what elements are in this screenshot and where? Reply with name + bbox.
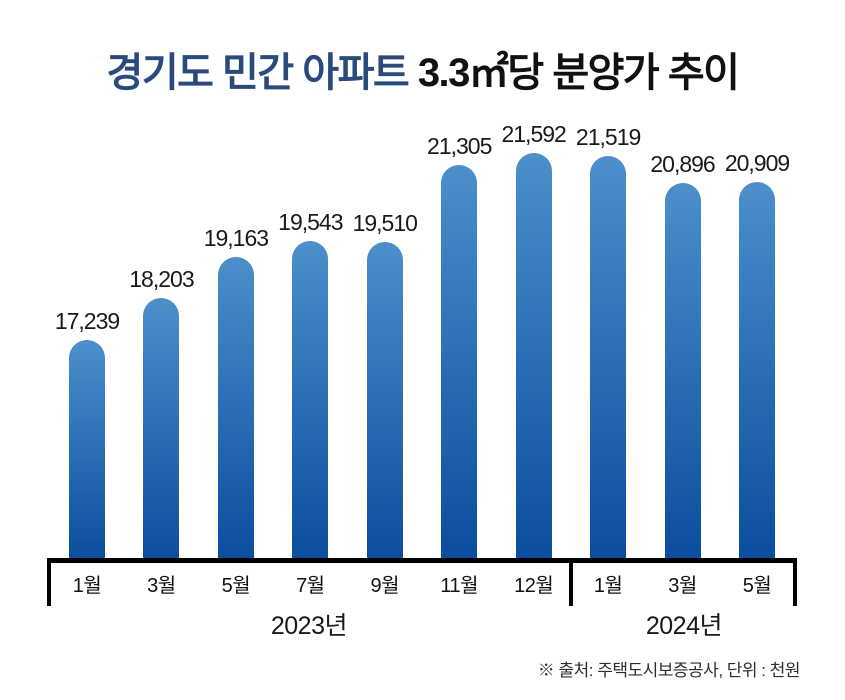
bar [69, 339, 105, 563]
month-tick-label: 5월 [742, 575, 772, 597]
x-axis-line [47, 558, 797, 563]
bar [590, 155, 627, 563]
bar-value-label: 21,305 [427, 133, 492, 160]
month-tick-label: 7월 [296, 575, 325, 597]
bar [292, 240, 329, 563]
axis-right-cap [793, 558, 797, 606]
bar [143, 298, 180, 563]
bar-value-label: 19,163 [203, 225, 269, 252]
bar [366, 242, 403, 563]
bar [217, 257, 254, 563]
source-note: ※ 출처: 주택도시보증공사, 단위 : 천원 [537, 661, 801, 680]
month-tick-label: 9월 [370, 575, 400, 597]
bar [515, 152, 552, 563]
bar-value-label: 19,510 [352, 210, 418, 237]
chart-title-rest: 3.3㎡당 분양가 추이 [417, 51, 740, 95]
bar [739, 182, 775, 563]
month-tick-label: 3월 [668, 575, 697, 597]
month-tick-label: 11월 [440, 575, 479, 597]
chart-title-highlight: 경기도 민간 아파트 [106, 51, 410, 95]
axis-left-cap [47, 558, 51, 606]
bar-value-label: 17,239 [54, 307, 120, 334]
year-group-label: 2023년 [270, 612, 348, 640]
month-tick-label: 1월 [593, 575, 623, 597]
year-group-label: 2024년 [645, 612, 723, 640]
month-tick-label: 12월 [514, 575, 554, 597]
axis-year-divider [568, 558, 573, 606]
bar-value-label: 21,592 [501, 120, 566, 147]
bar-value-label: 18,203 [129, 266, 194, 293]
chart-title: 경기도 민간 아파트 3.3㎡당 분양가 추이 [0, 40, 845, 98]
bar-value-label: 19,543 [278, 208, 343, 235]
bar-value-label: 20,909 [724, 150, 790, 177]
month-tick-label: 3월 [147, 575, 176, 597]
bar-value-label: 21,519 [575, 123, 641, 150]
month-tick-label: 1월 [72, 575, 102, 597]
bar-value-label: 20,896 [650, 150, 715, 177]
bar [664, 182, 701, 563]
month-tick-label: 5월 [221, 575, 251, 597]
bar [441, 165, 478, 563]
